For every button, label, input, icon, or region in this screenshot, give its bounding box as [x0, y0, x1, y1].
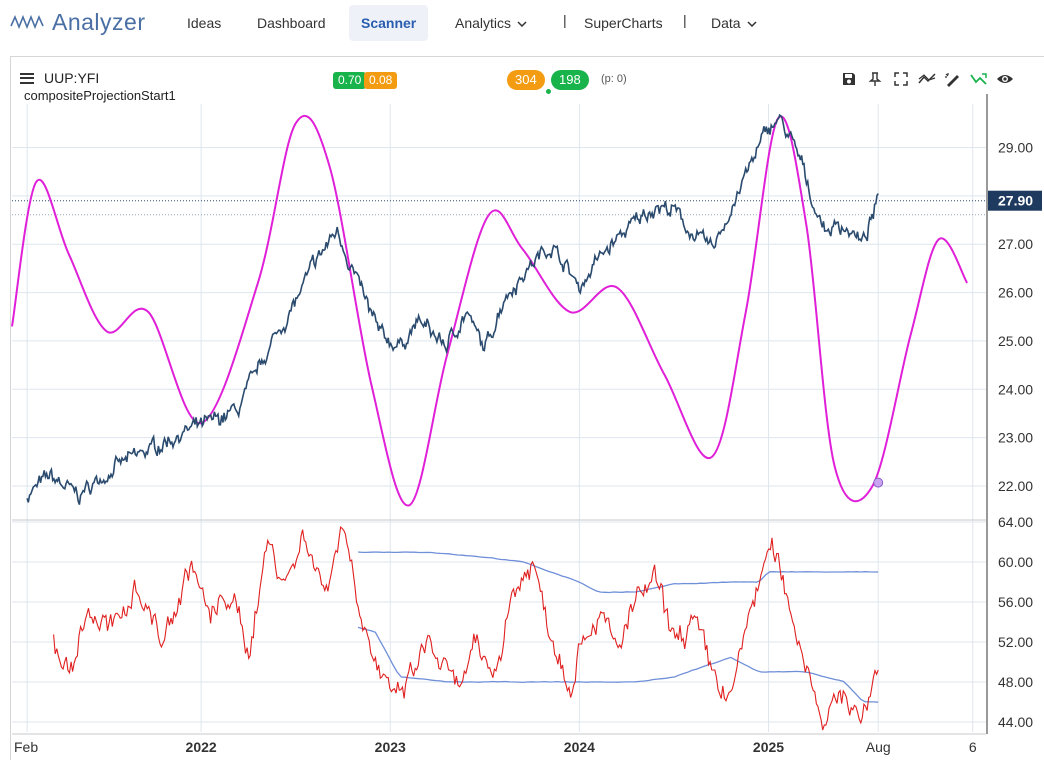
nav-data-label: Data: [711, 15, 741, 31]
last-price-tag[interactable]: 27.90: [988, 190, 1042, 211]
oscillator-axis-tick: 44.00: [998, 714, 1033, 730]
time-axis-label: 2024: [564, 739, 595, 755]
price-axis-tick: 22.00: [998, 478, 1033, 494]
oscillator-pane[interactable]: [53, 526, 879, 731]
logo-wave-icon: [10, 14, 44, 30]
time-axis-label: 2025: [753, 739, 784, 755]
menu-icon[interactable]: [20, 72, 34, 84]
logo-text: Analyzer: [52, 8, 146, 35]
time-axis-label: 2022: [186, 739, 217, 755]
chevron-down-icon: [517, 21, 527, 28]
lower-band-line[interactable]: [357, 626, 879, 703]
badge-value-left: 0.70: [333, 72, 367, 89]
oscillator-axis-tick: 48.00: [998, 674, 1033, 690]
p-label: (p: 0): [601, 73, 627, 85]
nav-separator: |: [563, 12, 567, 28]
price-axis[interactable]: 29.0028.0027.0026.0025.0024.0023.0022.00…: [988, 140, 1042, 730]
price-axis-tick: 25.00: [998, 333, 1033, 349]
time-axis[interactable]: Feb 2022 2023 2024 2025 Aug 6: [14, 739, 977, 755]
price-axis-tick: 27.00: [998, 236, 1033, 252]
nav-analytics-label: Analytics: [455, 15, 512, 31]
nav-analytics[interactable]: Analytics: [443, 5, 539, 41]
price-series-line[interactable]: [26, 113, 879, 505]
save-icon[interactable]: [840, 68, 858, 90]
status-dot: [546, 89, 551, 94]
pin-icon[interactable]: [866, 68, 884, 90]
nav-ideas[interactable]: Ideas: [187, 15, 222, 31]
eye-icon[interactable]: [996, 68, 1014, 90]
compare-icon[interactable]: [918, 68, 936, 90]
last-price-tag-bg: [988, 190, 1042, 211]
projection-marker[interactable]: [873, 477, 884, 488]
nav-scanner[interactable]: Scanner: [349, 5, 429, 41]
time-axis-label: Feb: [14, 739, 38, 755]
symbol-row: UUP:YFI: [20, 70, 99, 86]
upper-band-line[interactable]: [358, 551, 879, 594]
draw-icon[interactable]: [944, 68, 962, 90]
oscillator-axis-tick: 56.00: [998, 594, 1033, 610]
chart-toolbar: [840, 68, 1014, 90]
price-pane[interactable]: [11, 113, 986, 507]
time-axis-label: Aug: [866, 739, 891, 755]
oscillator-axis-tick: 52.00: [998, 634, 1033, 650]
price-axis-tick: 26.00: [998, 285, 1033, 301]
chevron-down-icon: [747, 21, 757, 28]
oscillator-axis-tick: 64.00: [998, 514, 1033, 530]
count-pill-orange: 304: [507, 70, 545, 90]
time-axis-label: 6: [969, 739, 977, 755]
nav-dashboard[interactable]: Dashboard: [257, 15, 326, 31]
symbol-label[interactable]: UUP:YFI: [44, 70, 100, 86]
nav-data[interactable]: Data: [699, 5, 769, 41]
price-axis-tick: 24.00: [998, 381, 1033, 397]
grid-lines: [12, 94, 988, 735]
projection-series-line[interactable]: [11, 114, 968, 507]
price-axis-tick: 29.00: [998, 140, 1033, 156]
indicator-name[interactable]: compositeProjectionStart1: [24, 88, 176, 103]
oscillator-axis-tick: 60.00: [998, 554, 1033, 570]
nav-separator: |: [683, 12, 687, 28]
nav-supercharts[interactable]: SuperCharts: [584, 15, 663, 31]
count-pill-green: 198: [551, 70, 589, 90]
logo[interactable]: Analyzer: [10, 8, 145, 36]
price-axis-tick: 23.00: [998, 430, 1033, 446]
signal-icon[interactable]: [970, 68, 988, 90]
top-navigation: Analyzer Ideas Dashboard Scanner Analyti…: [0, 0, 1044, 44]
fullscreen-icon[interactable]: [892, 68, 910, 90]
oscillator-series-line[interactable]: [53, 526, 879, 731]
chart-container: [10, 56, 1044, 760]
badge-value-right: 0.08: [364, 72, 398, 89]
last-price-tag-label: 27.90: [998, 193, 1033, 209]
time-axis-label: 2023: [375, 739, 406, 755]
